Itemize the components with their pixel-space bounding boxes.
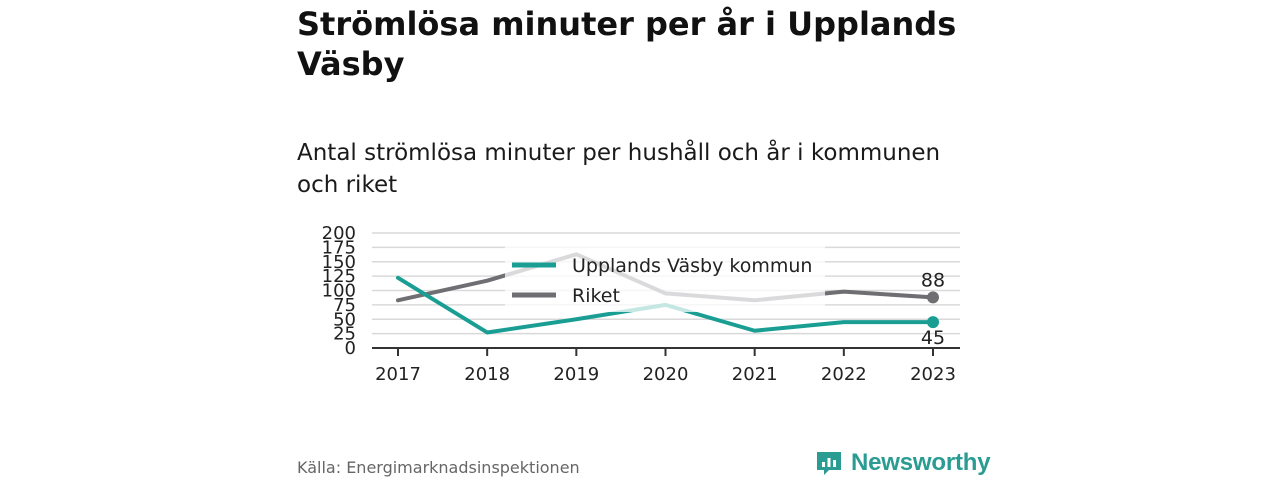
chart-subtitle: Antal strömlösa minuter per hushåll och … <box>297 140 941 198</box>
end-label: 88 <box>921 269 945 291</box>
x-tick-label: 2022 <box>821 364 867 385</box>
y-tick-label: 200 <box>322 223 356 244</box>
x-tick-label: 2018 <box>464 364 510 385</box>
y-tick-label: 150 <box>322 252 356 273</box>
x-tick-label: 2021 <box>732 364 778 385</box>
x-tick-label: 2023 <box>910 364 956 385</box>
y-tick-label: 50 <box>333 309 356 330</box>
chart-title: Strömlösa minuter per år i Upplands Väsb… <box>297 5 957 83</box>
y-tick-label: 0 <box>345 338 356 359</box>
y-tick-label: 25 <box>333 324 356 345</box>
chart-frame: Strömlösa minuter per år i Upplands Väsb… <box>297 0 983 480</box>
brand-name: Newsworthy <box>851 449 991 476</box>
brand-logo: Newsworthy <box>815 446 991 480</box>
x-tick-label: 2020 <box>643 364 689 385</box>
y-tick-label: 100 <box>322 281 356 302</box>
end-point <box>927 316 939 329</box>
legend-label: Upplands Väsby kommun <box>572 255 812 277</box>
x-tick-label: 2019 <box>553 364 599 385</box>
legend-background <box>505 246 825 312</box>
end-point <box>927 291 939 304</box>
y-tick-label: 75 <box>333 295 356 316</box>
bar-chart-icon <box>817 452 841 475</box>
y-tick-label: 175 <box>322 237 356 258</box>
legend-label: Riket <box>572 285 620 307</box>
end-label: 45 <box>921 327 945 349</box>
source-note: Källa: Energimarknadsinspektionen <box>297 458 580 477</box>
y-tick-label: 125 <box>322 266 356 287</box>
x-tick-label: 2017 <box>375 364 421 385</box>
